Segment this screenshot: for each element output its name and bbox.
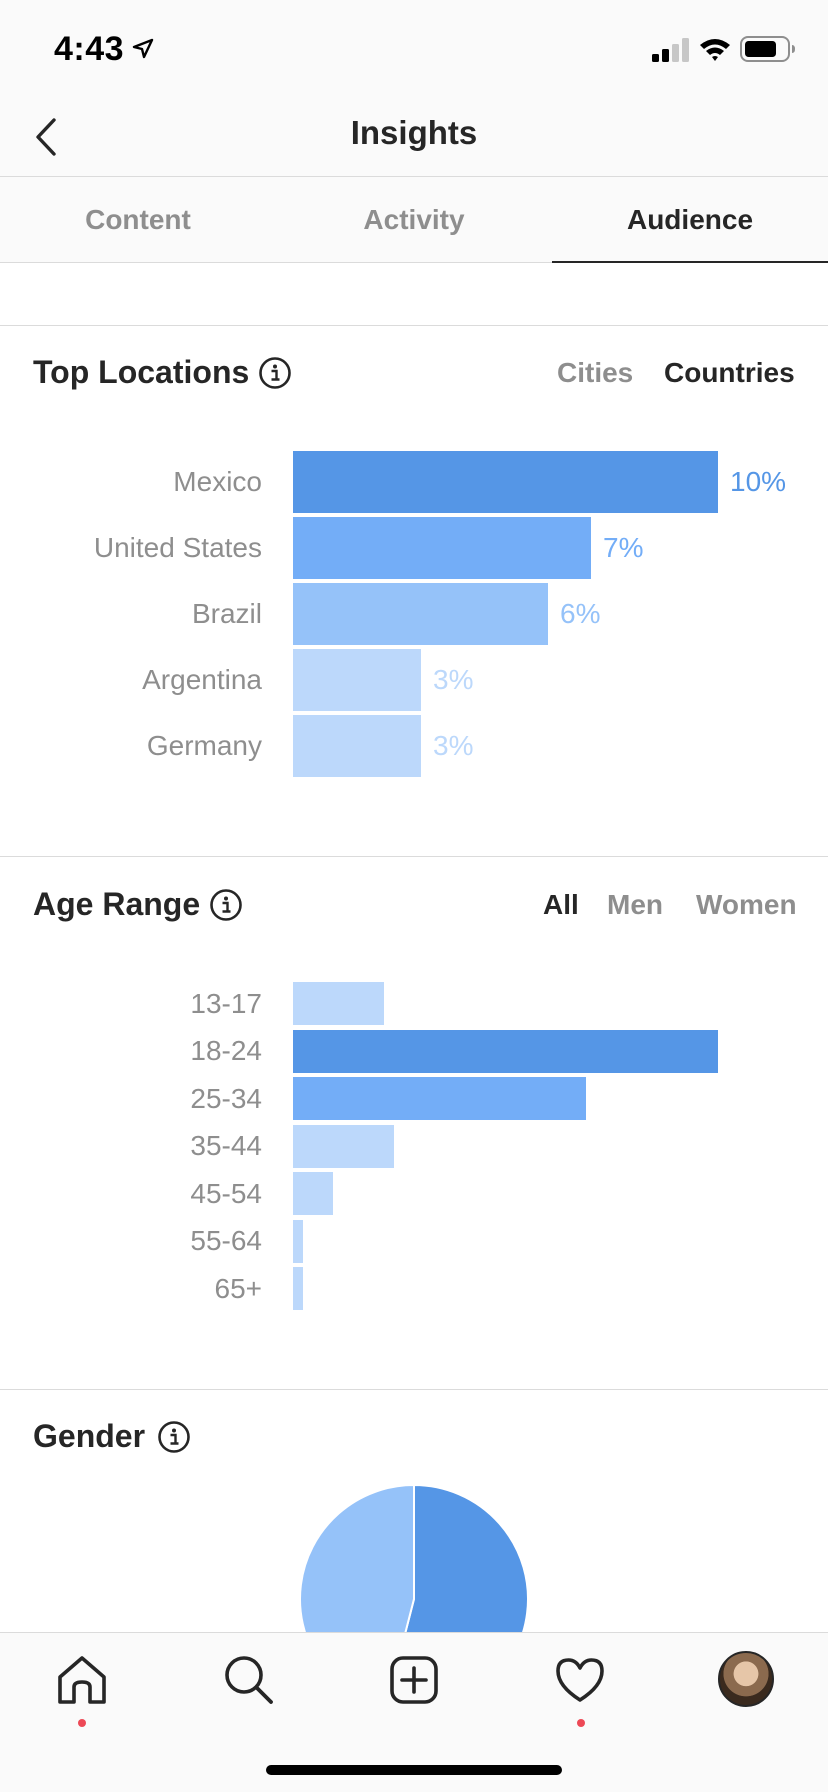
top-locations-title: Top Locations xyxy=(33,354,250,390)
back-chevron-icon[interactable] xyxy=(30,108,70,166)
bar xyxy=(293,1124,394,1168)
info-icon[interactable] xyxy=(209,888,243,922)
bar-label: Mexico xyxy=(173,466,262,497)
location-arrow-icon xyxy=(132,38,154,59)
bar xyxy=(293,649,421,711)
filter-women[interactable]: Women xyxy=(696,889,797,920)
bar xyxy=(293,1267,303,1310)
battery-icon xyxy=(740,36,795,62)
filter-men[interactable]: Men xyxy=(607,889,663,920)
bar-percentage: 3% xyxy=(433,730,474,761)
bar-label: 65+ xyxy=(214,1272,263,1304)
tab-activity[interactable]: Activity xyxy=(363,204,465,235)
bar xyxy=(293,583,548,645)
profile-avatar[interactable] xyxy=(718,1651,774,1707)
wifi-icon xyxy=(700,39,730,61)
bar xyxy=(293,1077,586,1120)
bar xyxy=(293,1219,303,1263)
info-icon[interactable] xyxy=(157,1420,191,1454)
bar xyxy=(293,451,718,513)
bar-label: Brazil xyxy=(191,598,262,629)
filter-countries[interactable]: Countries xyxy=(664,357,795,388)
activity-notification-dot xyxy=(577,1719,585,1727)
bar-percentage: 3% xyxy=(433,664,474,695)
section-divider xyxy=(0,856,828,857)
bar xyxy=(293,982,384,1025)
status-bar: 4:43 xyxy=(0,0,828,100)
tab-content[interactable]: Content xyxy=(85,204,191,235)
bar-label: 13-17 xyxy=(190,987,262,1019)
filter-cities[interactable]: Cities xyxy=(557,357,634,388)
bar-percentage: 10% xyxy=(730,466,787,497)
bar-label: Argentina xyxy=(142,664,262,695)
insights-tabs: Content Activity Audience xyxy=(0,177,828,263)
bar-label: 25-34 xyxy=(190,1082,262,1114)
bar-label: 18-24 xyxy=(190,1035,262,1066)
section-divider xyxy=(0,1389,828,1390)
age-range-title: Age Range xyxy=(33,886,201,922)
add-post-icon[interactable] xyxy=(387,1653,441,1707)
bar-percentage: 6% xyxy=(560,598,601,629)
section-divider xyxy=(0,325,828,326)
status-time: 4:43 xyxy=(54,30,125,68)
filter-all[interactable]: All xyxy=(543,889,579,920)
bar xyxy=(293,1029,718,1073)
home-notification-dot xyxy=(78,1719,86,1727)
bar-label: 55-64 xyxy=(190,1225,262,1256)
home-icon[interactable] xyxy=(55,1653,109,1707)
heart-icon[interactable] xyxy=(553,1653,607,1707)
tab-audience[interactable]: Audience xyxy=(552,177,828,263)
bar-percentage: 7% xyxy=(603,532,644,563)
bar-label: 35-44 xyxy=(190,1130,262,1161)
page-title: Insights xyxy=(350,114,478,151)
home-indicator xyxy=(266,1765,562,1775)
bar xyxy=(293,517,591,579)
bar-label: 45-54 xyxy=(190,1177,262,1209)
gender-title: Gender xyxy=(33,1418,146,1454)
search-icon[interactable] xyxy=(222,1653,276,1707)
cellular-signal-icon xyxy=(652,38,689,62)
bar xyxy=(293,1172,333,1215)
bar-label: Germany xyxy=(146,730,262,761)
bottom-tab-bar xyxy=(0,1632,828,1792)
navigation-bar: Insights xyxy=(0,100,828,177)
info-icon[interactable] xyxy=(258,356,292,390)
bar-label: United States xyxy=(93,532,262,563)
bar xyxy=(293,715,421,777)
